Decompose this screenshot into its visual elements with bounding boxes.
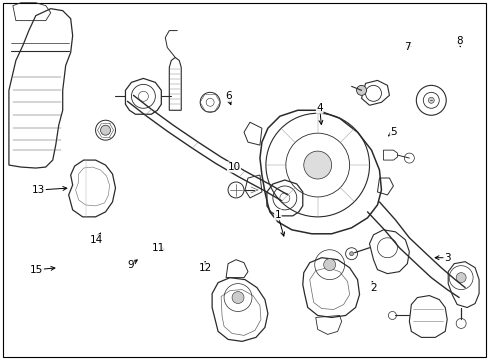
Circle shape (232, 292, 244, 303)
Text: 7: 7 (403, 41, 410, 51)
Circle shape (349, 252, 353, 256)
Text: 11: 11 (151, 243, 164, 253)
Text: 9: 9 (127, 260, 134, 270)
Circle shape (303, 151, 331, 179)
Text: 6: 6 (224, 91, 231, 101)
Text: 2: 2 (369, 283, 376, 293)
Text: 15: 15 (30, 265, 43, 275)
Text: 14: 14 (90, 235, 103, 245)
Text: 8: 8 (455, 36, 462, 46)
Text: 5: 5 (389, 127, 396, 137)
Circle shape (427, 97, 433, 103)
Text: 1: 1 (274, 210, 281, 220)
Text: 13: 13 (32, 185, 45, 195)
Circle shape (323, 259, 335, 271)
Text: 3: 3 (443, 253, 449, 263)
Circle shape (356, 85, 366, 95)
Text: 4: 4 (316, 103, 323, 113)
Text: 10: 10 (227, 162, 240, 172)
Circle shape (101, 125, 110, 135)
Circle shape (455, 273, 465, 283)
Text: 12: 12 (198, 263, 211, 273)
